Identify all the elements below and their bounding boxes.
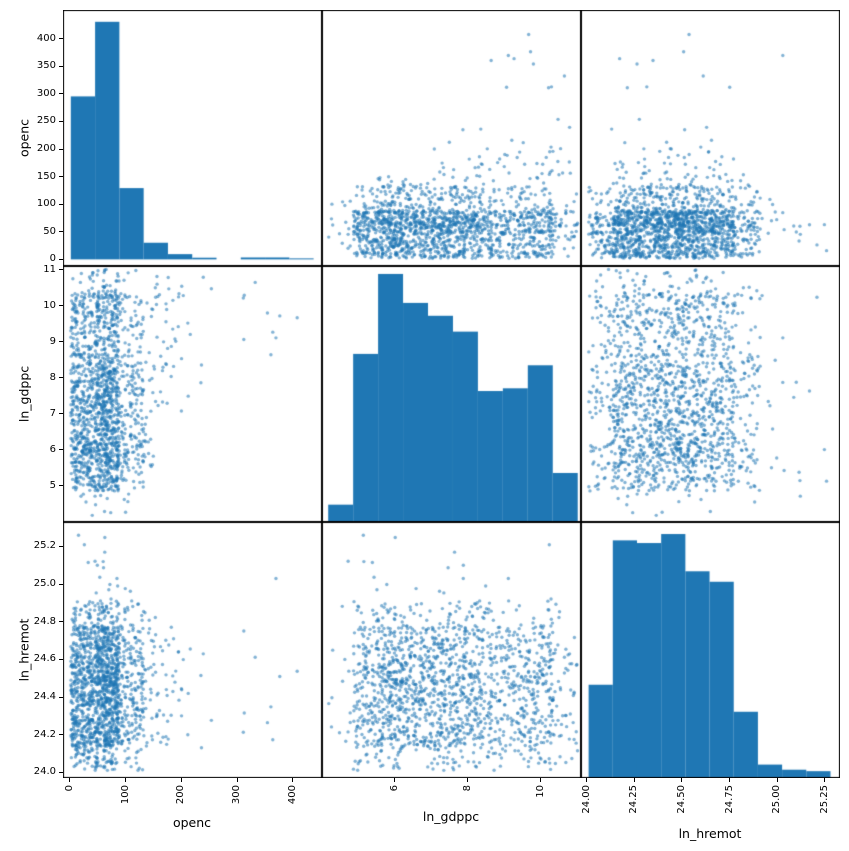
y-tick-mark-ln_gdppc xyxy=(59,341,63,343)
y-tick-label-openc: 200 xyxy=(36,143,56,155)
x-tick-mark-openc xyxy=(180,778,182,782)
y-tick-label-ln_hremot: 24.6 xyxy=(33,653,56,665)
y-tick-mark-ln_hremot xyxy=(59,696,63,698)
x-tick-label-ln_hremot: 24.75 xyxy=(723,785,735,814)
y-tick-mark-openc xyxy=(59,176,63,178)
x-axis-label-ln-gdppc: ln_gdppc xyxy=(422,809,480,824)
y-tick-mark-ln_gdppc xyxy=(59,305,63,307)
x-tick-label-openc: 200 xyxy=(175,785,187,805)
y-tick-mark-ln_hremot xyxy=(59,658,63,660)
y-tick-mark-ln_gdppc xyxy=(59,485,63,487)
x-axis-label-ln-hremot: ln_hremot xyxy=(678,826,742,841)
y-tick-mark-ln_hremot xyxy=(59,734,63,736)
x-tick-label-openc: 100 xyxy=(119,785,131,805)
y-tick-mark-ln_hremot xyxy=(59,583,63,585)
scatter-panel-openc-vs-ln_hremot xyxy=(581,10,840,266)
y-tick-label-ln_hremot: 25.0 xyxy=(33,578,56,590)
scatter-panel-ln_hremot-vs-openc xyxy=(63,522,322,778)
y-tick-label-ln_gdppc: 5 xyxy=(49,479,56,491)
y-tick-mark-ln_hremot xyxy=(59,621,63,623)
y-tick-mark-ln_gdppc xyxy=(59,413,63,415)
y-axis-label-openc: openc xyxy=(16,118,32,158)
hist-panel-ln_gdppc xyxy=(322,266,581,522)
y-tick-mark-ln_gdppc xyxy=(59,377,63,379)
scatter-panel-ln_gdppc-vs-openc xyxy=(63,266,322,522)
y-tick-mark-openc xyxy=(59,93,63,95)
x-tick-mark-ln_hremot xyxy=(776,778,778,782)
x-tick-mark-ln_gdppc xyxy=(467,778,469,782)
y-tick-label-ln_gdppc: 11 xyxy=(43,263,56,275)
y-tick-label-ln_gdppc: 10 xyxy=(43,299,56,311)
y-tick-label-ln_hremot: 24.0 xyxy=(33,766,56,778)
y-tick-mark-ln_gdppc xyxy=(59,269,63,271)
y-tick-label-openc: 0 xyxy=(49,253,56,265)
scatter-panel-openc-vs-ln_gdppc xyxy=(322,10,581,266)
y-tick-mark-openc xyxy=(59,231,63,233)
y-tick-mark-openc xyxy=(59,38,63,40)
y-tick-mark-ln_gdppc xyxy=(59,449,63,451)
x-tick-mark-openc xyxy=(125,778,127,782)
y-tick-mark-ln_hremot xyxy=(59,545,63,547)
x-tick-mark-ln_gdppc xyxy=(394,778,396,782)
y-tick-label-openc: 150 xyxy=(36,170,56,182)
y-tick-label-ln_hremot: 24.8 xyxy=(33,615,56,627)
x-tick-mark-ln_gdppc xyxy=(540,778,542,782)
y-tick-label-openc: 100 xyxy=(36,198,56,210)
y-tick-mark-ln_hremot xyxy=(59,771,63,773)
x-tick-mark-ln_hremot xyxy=(586,778,588,782)
x-tick-label-ln_gdppc: 10 xyxy=(534,785,546,798)
scatter-panel-ln_gdppc-vs-ln_hremot xyxy=(581,266,840,522)
y-axis-label-ln-hremot: ln_hremot xyxy=(16,618,32,682)
x-tick-mark-ln_hremot xyxy=(729,778,731,782)
x-tick-label-ln_hremot: 25.00 xyxy=(771,785,783,814)
x-tick-label-openc: 0 xyxy=(63,785,75,792)
x-tick-mark-openc xyxy=(236,778,238,782)
y-tick-label-openc: 350 xyxy=(36,60,56,72)
y-tick-label-ln_gdppc: 7 xyxy=(49,407,56,419)
y-axis-label-ln-gdppc: ln_gdppc xyxy=(16,365,32,423)
y-tick-label-ln_hremot: 24.4 xyxy=(33,691,56,703)
y-tick-label-openc: 300 xyxy=(36,87,56,99)
y-tick-label-ln_gdppc: 8 xyxy=(49,371,56,383)
x-tick-mark-ln_hremot xyxy=(633,778,635,782)
x-tick-mark-ln_hremot xyxy=(681,778,683,782)
x-axis-label-openc: openc xyxy=(172,815,212,830)
hist-panel-ln_hremot xyxy=(581,522,840,778)
y-tick-label-ln_gdppc: 9 xyxy=(49,335,56,347)
y-tick-mark-openc xyxy=(59,65,63,67)
y-tick-mark-openc xyxy=(59,148,63,150)
x-tick-mark-ln_hremot xyxy=(824,778,826,782)
x-tick-label-ln_hremot: 24.00 xyxy=(580,785,592,814)
x-tick-label-ln_hremot: 24.25 xyxy=(628,785,640,814)
x-tick-label-ln_gdppc: 6 xyxy=(388,785,400,792)
y-tick-mark-openc xyxy=(59,258,63,260)
x-tick-label-ln_hremot: 25.25 xyxy=(818,785,830,814)
y-tick-label-ln_hremot: 24.2 xyxy=(33,728,56,740)
x-tick-mark-openc xyxy=(292,778,294,782)
hist-panel-openc xyxy=(63,10,322,266)
y-tick-mark-openc xyxy=(59,203,63,205)
scatter-panel-ln_hremot-vs-ln_gdppc xyxy=(322,522,581,778)
y-tick-label-openc: 250 xyxy=(36,115,56,127)
y-tick-label-openc: 50 xyxy=(43,225,56,237)
x-tick-label-openc: 300 xyxy=(231,785,243,805)
y-tick-label-ln_gdppc: 6 xyxy=(49,443,56,455)
x-tick-label-openc: 400 xyxy=(286,785,298,805)
y-tick-label-openc: 400 xyxy=(36,32,56,44)
x-tick-label-ln_hremot: 24.50 xyxy=(675,785,687,814)
x-tick-mark-openc xyxy=(69,778,71,782)
y-tick-mark-openc xyxy=(59,120,63,122)
x-tick-label-ln_gdppc: 8 xyxy=(461,785,473,792)
y-tick-label-ln_hremot: 25.2 xyxy=(33,540,56,552)
